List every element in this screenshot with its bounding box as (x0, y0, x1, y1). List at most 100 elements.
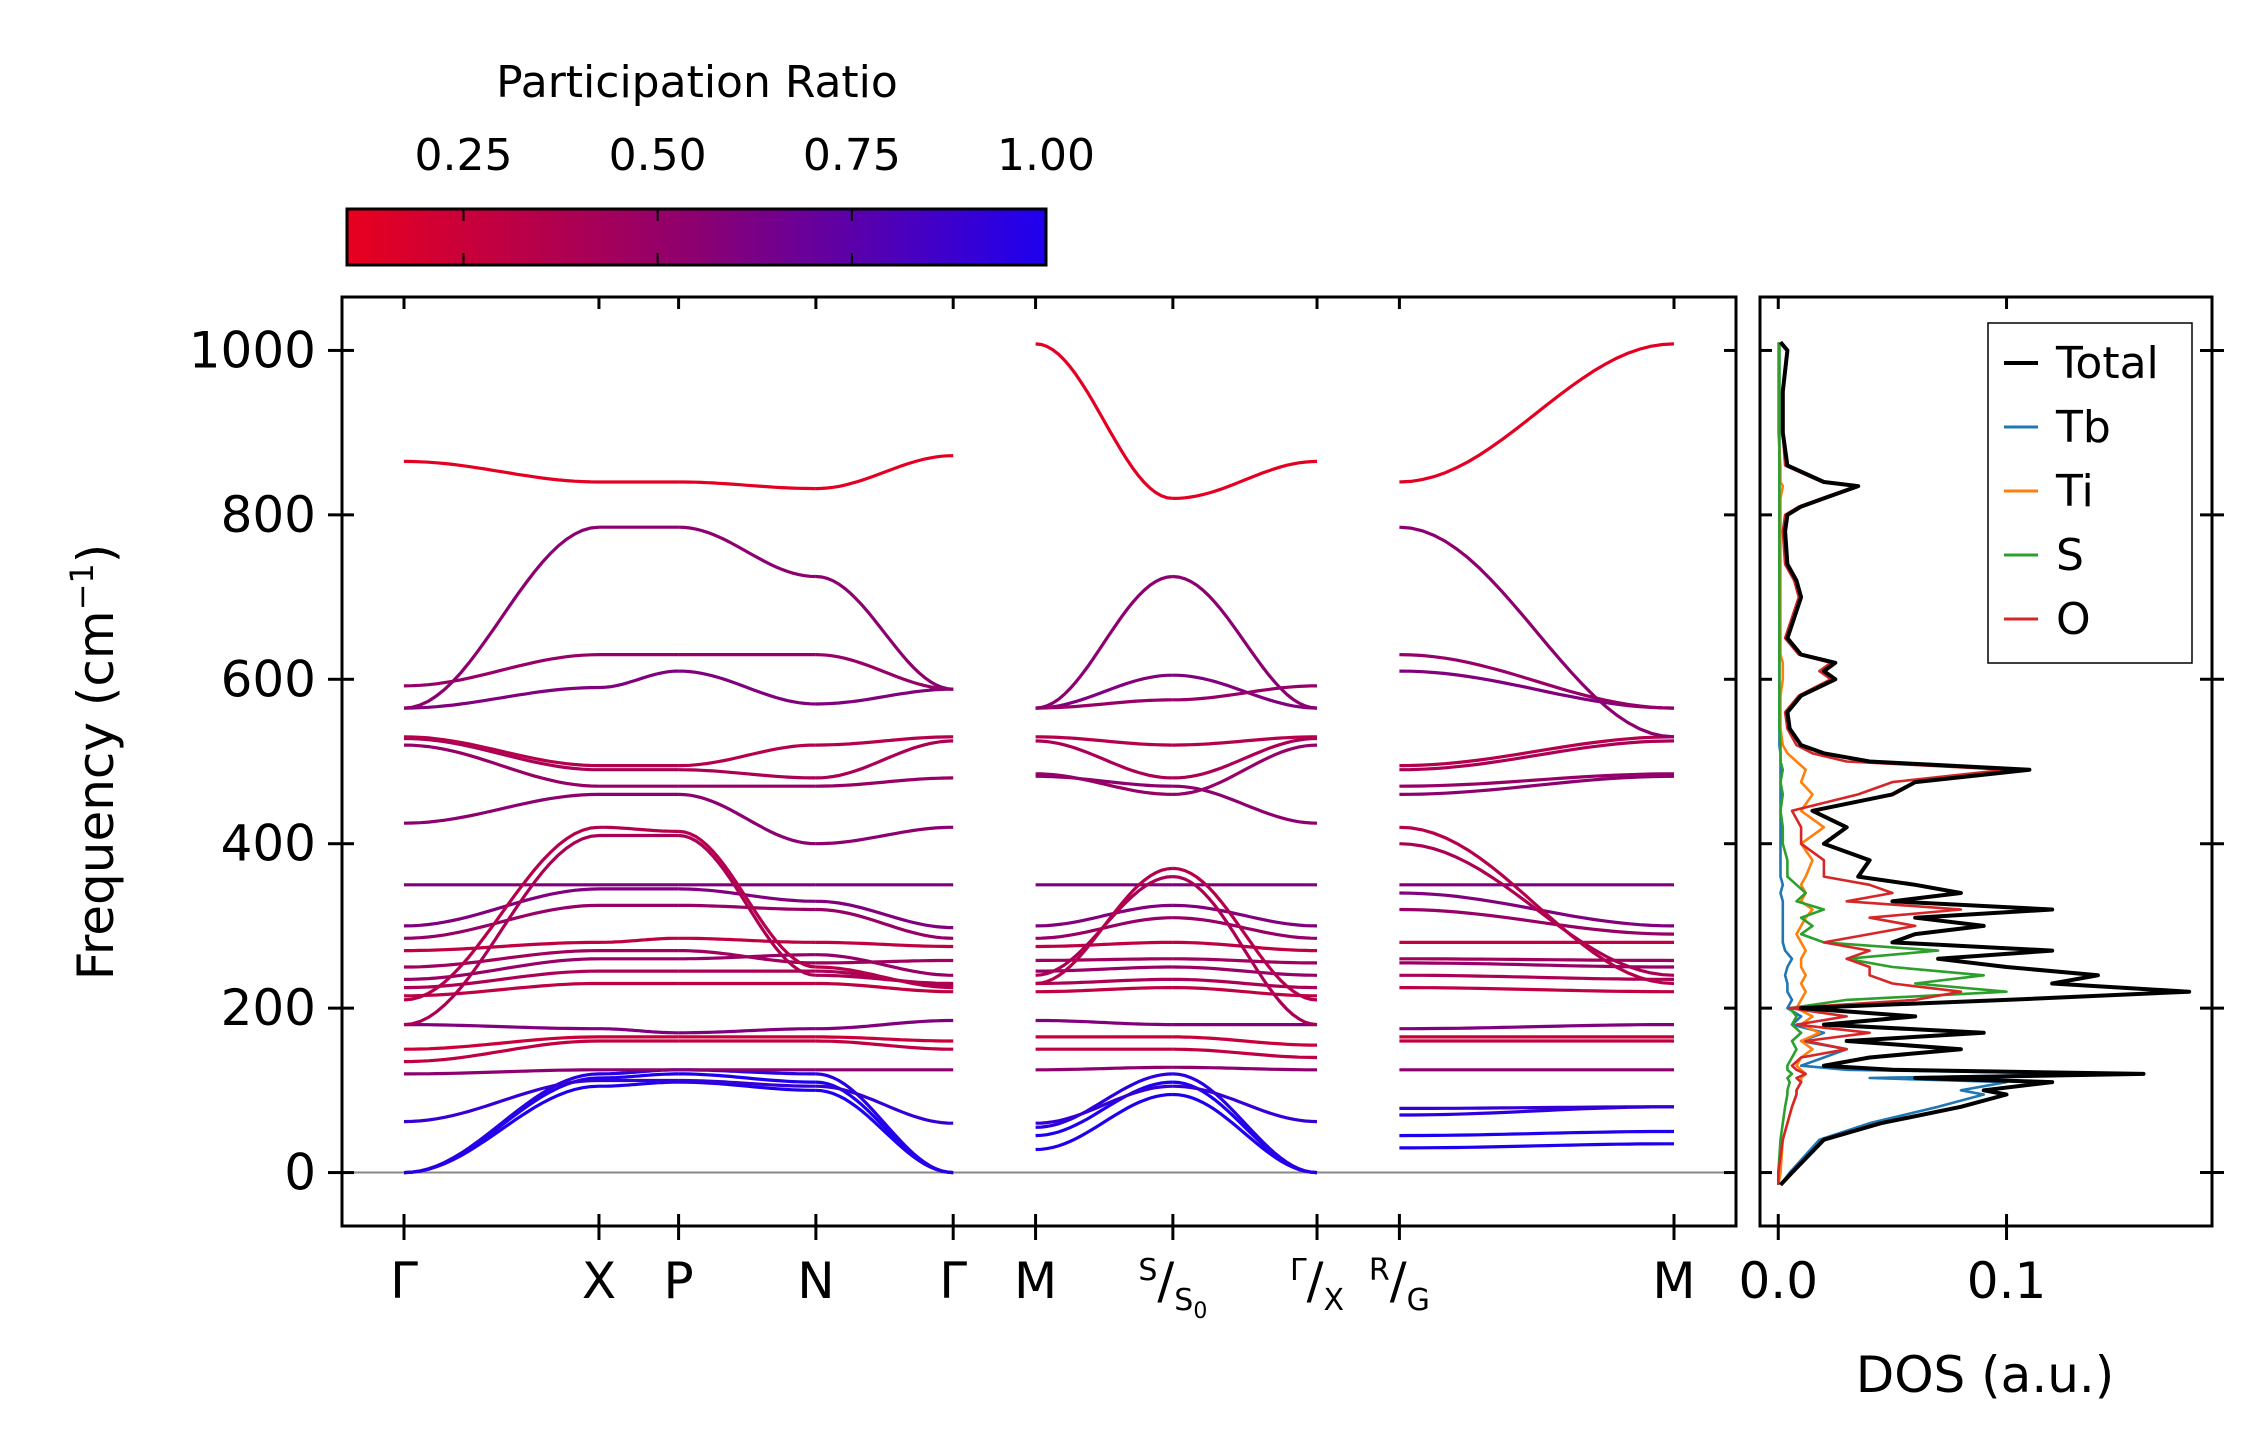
band-band-9 (815, 981, 954, 994)
band-band-22 (1172, 735, 1318, 747)
y-tick-label: 200 (221, 979, 316, 1037)
band-band-19 (1035, 774, 1173, 788)
dos-line-o (1777, 341, 2008, 1185)
band-band-26 (1035, 342, 1174, 500)
band-band-4 (815, 1084, 954, 1125)
high-symmetry-label: R/G (1369, 1252, 1430, 1318)
high-symmetry-label: Γ (939, 1252, 967, 1310)
band-band-20 (403, 743, 600, 788)
dos-curves (1777, 340, 2192, 1187)
band-band-19 (678, 792, 816, 846)
high-symmetry-label: X (582, 1252, 616, 1310)
band-band-13 (404, 940, 599, 953)
band-band-17 (403, 833, 600, 1027)
high-symmetry-label: M (1652, 1252, 1695, 1310)
band-band-21 (403, 736, 600, 772)
legend-label: O (2056, 594, 2091, 645)
band-acoustic-1 (678, 1080, 816, 1092)
band-band-6 (1172, 1047, 1318, 1060)
band-acoustic-1 (1399, 1142, 1674, 1150)
x-axis-label-dos: DOS (a.u.) (1856, 1346, 2115, 1404)
band-band-14 (1172, 916, 1318, 940)
band-band-18 (1399, 825, 1675, 986)
band-band-17 (815, 973, 954, 986)
band-band-24 (403, 653, 600, 688)
band-band-19 (1399, 774, 1675, 796)
band-band-5 (404, 1068, 599, 1076)
band-band-10 (1172, 977, 1318, 990)
band-acoustic-1 (1172, 1092, 1318, 1175)
band-band-9 (1035, 986, 1173, 994)
colorbar: Participation Ratio 0.25 0.50 0.75 1.00 (345, 57, 1095, 267)
band-band-13 (678, 936, 816, 944)
band-band-25 (1172, 574, 1318, 710)
band-band-5 (1172, 1065, 1317, 1072)
colorbar-label: Participation Ratio (496, 57, 898, 108)
band-band-26 (403, 459, 600, 484)
band-band-15 (1035, 903, 1173, 928)
band-band-14 (1399, 907, 1675, 936)
band-band-8 (599, 1027, 679, 1035)
high-symmetry-label: Γ/X (1290, 1252, 1344, 1318)
band-band-5 (1035, 1065, 1173, 1072)
band-band-19 (1172, 784, 1318, 825)
legend-label: Tb (2055, 402, 2111, 453)
band-band-18 (599, 825, 679, 833)
band-band-13 (598, 936, 679, 944)
high-symmetry-label: Γ (390, 1252, 418, 1310)
band-band-23 (815, 687, 954, 706)
band-band-21 (815, 739, 954, 780)
colorbar-tick-label: 0.75 (803, 130, 901, 181)
legend-label: S (2056, 530, 2084, 581)
band-band-22 (403, 735, 600, 768)
band-acoustic-1 (599, 1080, 679, 1088)
band-band-22 (815, 735, 954, 747)
band-band-13 (815, 940, 954, 949)
legend-label: Ti (2055, 466, 2094, 517)
band-acoustic-2 (1035, 1080, 1173, 1138)
band-band-4 (678, 1078, 816, 1088)
band-band-17 (1399, 842, 1675, 977)
dos-panel: 0.0 0.1 DOS (a.u.) Total Tb Ti SO (1738, 295, 2224, 1404)
colorbar-ticks: 0.25 0.50 0.75 1.00 (415, 130, 1095, 265)
band-band-18 (1172, 866, 1318, 1002)
band-band-12 (678, 949, 816, 965)
band-band-19 (403, 792, 600, 825)
high-symmetry-label: N (797, 1252, 834, 1310)
band-band-8 (678, 1027, 816, 1035)
band-band-6 (403, 1039, 600, 1064)
band-band-22 (1399, 735, 1675, 768)
band-band-4 (1172, 1084, 1318, 1124)
band-acoustic-1 (1035, 1092, 1173, 1152)
band-band-12 (1172, 957, 1317, 965)
band-band-18 (403, 825, 600, 1002)
band-band-7 (815, 1035, 954, 1043)
band-band-8 (1035, 1018, 1173, 1027)
band-band-24 (1172, 684, 1317, 702)
high-symmetry-label: M (1014, 1252, 1057, 1310)
dos-axis-ticks: 0.0 0.1 (1738, 297, 2224, 1310)
band-band-7 (404, 1035, 600, 1051)
band-band-20 (815, 776, 954, 788)
band-acoustic-3 (1035, 1072, 1173, 1129)
band-band-4 (403, 1078, 600, 1124)
band-band-14 (403, 903, 600, 940)
band-band-21 (1035, 739, 1173, 780)
band-acoustic-3 (403, 1072, 600, 1175)
band-band-12 (404, 949, 600, 969)
band-band-11 (1035, 965, 1173, 973)
dos-line-total (1778, 340, 2192, 1187)
band-band-12 (1035, 957, 1173, 963)
band-band-22 (1035, 735, 1173, 747)
band-band-24 (1399, 653, 1675, 710)
band-band-23 (403, 685, 600, 710)
legend: Total Tb Ti SO (1987, 322, 2193, 664)
band-band-26 (815, 454, 954, 491)
band-band-21 (678, 768, 816, 780)
y-tick-label: 600 (221, 650, 316, 708)
band-band-8 (404, 1022, 599, 1031)
band-band-10 (1035, 977, 1173, 986)
